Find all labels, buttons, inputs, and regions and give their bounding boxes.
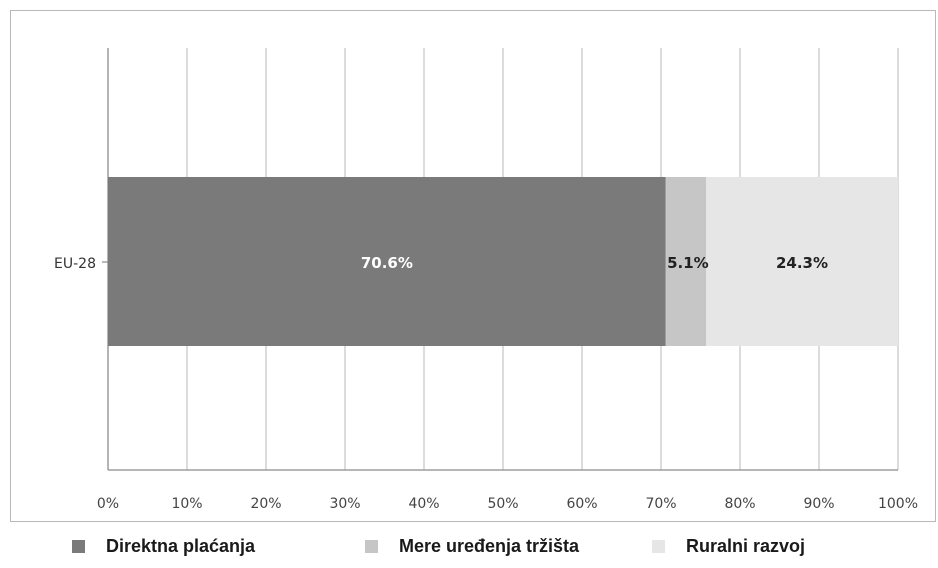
data-label: 5.1% <box>667 254 709 272</box>
x-tick-label: 20% <box>250 496 281 512</box>
bar-segment <box>108 177 666 346</box>
x-tick-label: 0% <box>97 496 119 512</box>
legend-label: Ruralni razvoj <box>686 536 806 556</box>
data-label: 24.3% <box>776 254 828 272</box>
x-tick-label: 50% <box>487 496 518 512</box>
stacked-bar-chart: 70.6% 5.1% 24.3% EU-28 0% 10% 20% 30% 40% 50% 60% 7… <box>54 48 918 512</box>
legend-swatch <box>365 540 378 553</box>
x-tick-label: 10% <box>171 496 202 512</box>
legend-swatch <box>652 540 665 553</box>
x-tick-label: 70% <box>645 496 676 512</box>
legend-label: Mere uređenja tržišta <box>399 536 580 556</box>
x-tick-label: 100% <box>878 496 918 512</box>
x-tick-label: 30% <box>329 496 360 512</box>
bar-segment <box>706 177 898 346</box>
data-label: 70.6% <box>361 254 413 272</box>
legend-item-direktna: Direktna plaćanja <box>72 536 255 557</box>
bar-segment <box>665 177 707 346</box>
legend: Direktna plaćanja Mere uređenja tržišta … <box>0 536 938 564</box>
x-tick-label: 60% <box>566 496 597 512</box>
legend-label: Direktna plaćanja <box>106 536 256 556</box>
legend-item-mere: Mere uređenja tržišta <box>365 536 579 557</box>
category-label: EU-28 <box>54 256 96 272</box>
x-tick-label: 80% <box>724 496 755 512</box>
x-tick-label: 90% <box>803 496 834 512</box>
legend-item-ruralni: Ruralni razvoj <box>652 536 805 557</box>
legend-swatch <box>72 540 85 553</box>
x-tick-label: 40% <box>408 496 439 512</box>
chart-frame <box>10 10 936 522</box>
